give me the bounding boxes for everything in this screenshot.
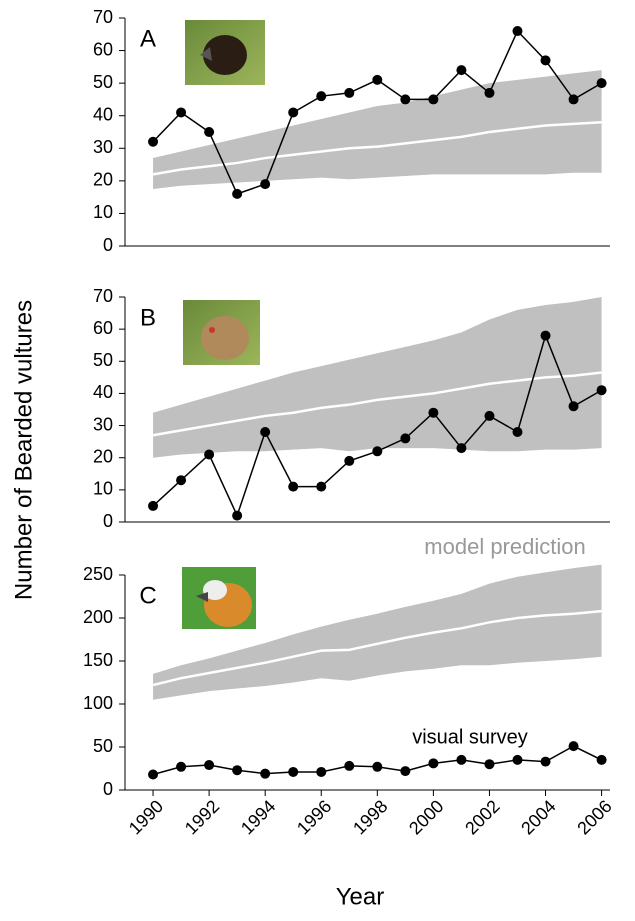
- annotation: visual survey: [412, 726, 528, 748]
- data-point: [260, 427, 271, 437]
- data-point: [512, 754, 523, 765]
- y-axis-label: Number of Bearded vultures: [10, 300, 37, 600]
- data-point: [512, 26, 523, 37]
- y-tick-label: 0: [103, 511, 113, 531]
- data-point: [484, 87, 495, 98]
- data-point: [316, 91, 327, 102]
- data-point: [428, 407, 439, 418]
- y-tick-label: 60: [93, 318, 113, 338]
- panel-label: C: [139, 582, 156, 609]
- data-point: [288, 766, 299, 777]
- data-point: [568, 94, 579, 105]
- prediction-band: [153, 564, 602, 700]
- x-tick-label: 1996: [293, 796, 335, 838]
- y-tick-label: 200: [83, 607, 113, 627]
- x-tick-label: 1992: [181, 796, 223, 838]
- prediction-median: [152, 120, 602, 176]
- y-tick-label: 0: [103, 779, 113, 799]
- photo-c: [182, 567, 256, 629]
- data-point: [344, 760, 355, 771]
- x-tick-label: 2006: [573, 796, 615, 838]
- data-point: [176, 475, 187, 486]
- data-point: [372, 761, 383, 772]
- data-point: [568, 741, 579, 752]
- y-tick-label: 10: [93, 202, 113, 222]
- y-tick-label: 250: [83, 564, 113, 584]
- data-point: [204, 449, 215, 460]
- y-tick-label: 100: [83, 693, 113, 713]
- x-tick-label: 2002: [461, 796, 503, 838]
- data-point: [400, 94, 411, 105]
- data-point: [344, 455, 355, 466]
- x-tick-label: 1994: [237, 796, 279, 838]
- data-point: [596, 754, 607, 765]
- data-point: [316, 766, 327, 777]
- data-point: [316, 481, 327, 492]
- y-tick-label: 20: [93, 170, 113, 190]
- data-point: [148, 769, 159, 780]
- x-tick-label: 2000: [405, 796, 447, 838]
- data-point: [176, 761, 187, 772]
- y-tick-label: 150: [83, 650, 113, 670]
- data-point: [372, 446, 383, 457]
- y-tick-label: 50: [93, 350, 113, 370]
- data-point: [568, 401, 579, 412]
- prediction-median: [152, 609, 602, 687]
- data-point: [260, 179, 271, 190]
- data-point: [232, 765, 243, 776]
- data-point: [456, 65, 467, 76]
- y-tick-label: 40: [93, 382, 113, 402]
- photo-a: [185, 20, 265, 85]
- data-point: [372, 74, 383, 85]
- data-point: [484, 410, 495, 421]
- y-tick-label: 70: [93, 7, 113, 27]
- y-tick-label: 0: [103, 235, 113, 255]
- data-point: [540, 756, 551, 767]
- data-point: [596, 78, 607, 89]
- data-point: [428, 94, 439, 105]
- data-point: [400, 766, 411, 777]
- data-point: [204, 760, 215, 771]
- x-axis-label: Year: [336, 883, 385, 910]
- data-point: [456, 754, 467, 765]
- data-point: [148, 500, 159, 511]
- data-point: [148, 136, 159, 147]
- x-tick-label: 2004: [517, 796, 559, 838]
- data-point: [484, 759, 495, 770]
- y-tick-label: 10: [93, 479, 113, 499]
- data-point: [232, 510, 243, 521]
- x-tick-label: 1998: [349, 796, 391, 838]
- data-point: [232, 188, 243, 199]
- data-point: [540, 330, 551, 341]
- photo-b: [183, 300, 260, 365]
- data-point: [288, 481, 299, 492]
- annotation: model prediction: [424, 534, 585, 559]
- y-tick-label: 60: [93, 39, 113, 59]
- data-point: [400, 433, 411, 444]
- data-point: [260, 768, 271, 779]
- data-point: [204, 127, 215, 137]
- data-point: [176, 107, 187, 118]
- data-point: [596, 385, 607, 396]
- y-tick-label: 30: [93, 137, 113, 157]
- prediction-band: [153, 70, 602, 189]
- y-tick-label: 40: [93, 104, 113, 124]
- data-point: [456, 443, 467, 454]
- y-tick-label: 50: [93, 736, 113, 756]
- y-tick-label: 30: [93, 414, 113, 434]
- y-tick-label: 20: [93, 446, 113, 466]
- data-point: [512, 427, 523, 437]
- data-point: [344, 87, 355, 98]
- prediction-median: [152, 371, 602, 437]
- y-tick-label: 50: [93, 72, 113, 92]
- x-tick-label: 1990: [125, 796, 167, 838]
- data-point: [540, 55, 551, 66]
- data-point: [428, 758, 439, 769]
- panel-label: B: [140, 304, 156, 331]
- panel-label: A: [140, 25, 156, 52]
- data-point: [288, 107, 299, 118]
- y-tick-label: 70: [93, 286, 113, 306]
